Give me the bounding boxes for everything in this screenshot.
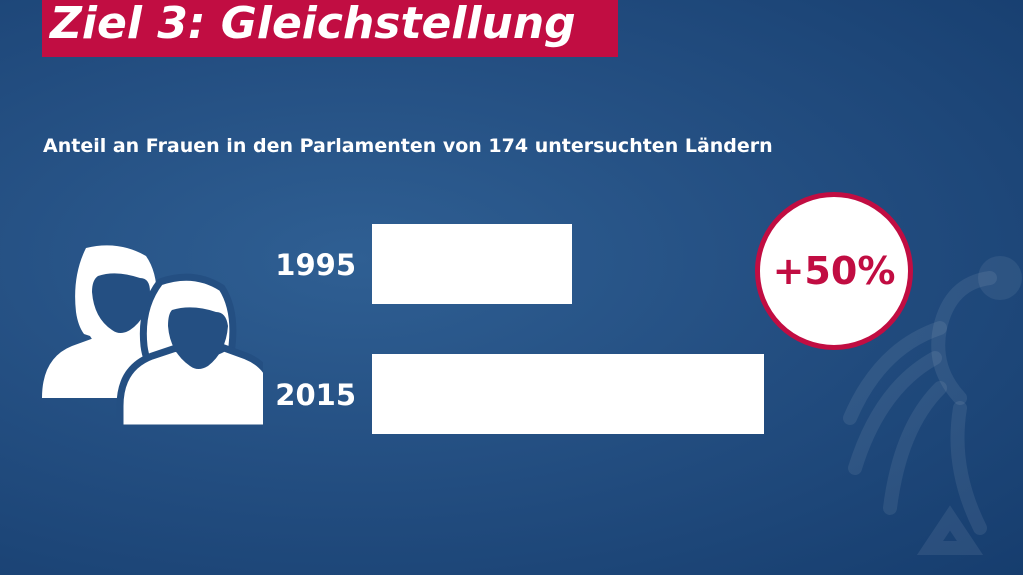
category-label-1995: 1995 (275, 248, 356, 282)
page-title: Ziel 3: Gleichstellung (50, 0, 576, 49)
increase-badge: +50% (755, 192, 913, 350)
category-label-2015: 2015 (275, 378, 356, 412)
increase-label: +50% (772, 249, 896, 293)
chart-subtitle: Anteil an Frauen in den Parlamenten von … (43, 135, 773, 157)
title-banner (42, 0, 618, 57)
bar-2015 (372, 354, 764, 434)
bar-1995 (372, 224, 572, 304)
people-icon (42, 245, 263, 430)
federal-eagle-icon (843, 256, 1022, 555)
